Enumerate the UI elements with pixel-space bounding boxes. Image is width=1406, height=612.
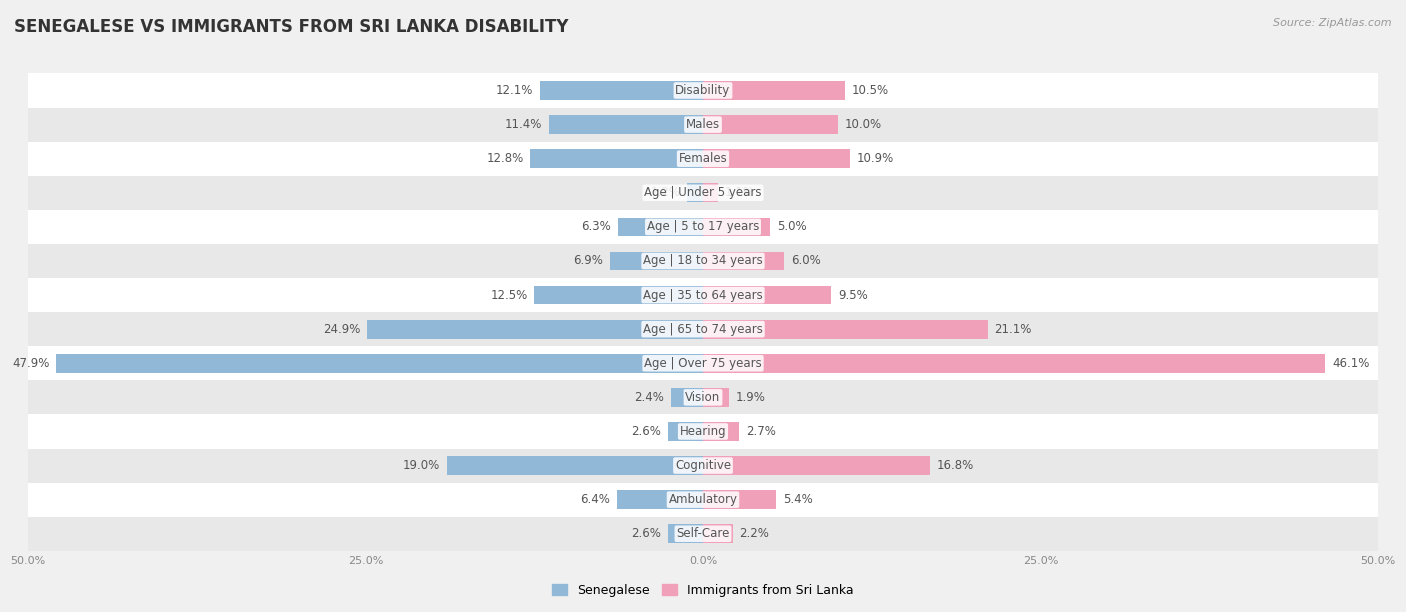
Bar xyxy=(28,73,1378,108)
Text: 9.5%: 9.5% xyxy=(838,289,868,302)
Text: 46.1%: 46.1% xyxy=(1331,357,1369,370)
Bar xyxy=(530,149,703,168)
Bar xyxy=(703,456,929,475)
Bar xyxy=(28,210,1378,244)
Text: Females: Females xyxy=(679,152,727,165)
Text: 10.0%: 10.0% xyxy=(845,118,882,131)
Bar xyxy=(447,456,703,475)
Bar xyxy=(619,217,703,236)
Text: 12.1%: 12.1% xyxy=(495,84,533,97)
Text: 12.5%: 12.5% xyxy=(491,289,527,302)
Text: Age | Over 75 years: Age | Over 75 years xyxy=(644,357,762,370)
Text: 47.9%: 47.9% xyxy=(13,357,49,370)
Text: 2.2%: 2.2% xyxy=(740,528,769,540)
Legend: Senegalese, Immigrants from Sri Lanka: Senegalese, Immigrants from Sri Lanka xyxy=(547,579,859,602)
Bar xyxy=(367,320,703,338)
Bar xyxy=(28,483,1378,517)
Text: Age | 65 to 74 years: Age | 65 to 74 years xyxy=(643,323,763,335)
Bar xyxy=(28,346,1378,380)
Text: 1.2%: 1.2% xyxy=(650,186,681,200)
Text: 5.0%: 5.0% xyxy=(778,220,807,233)
Bar xyxy=(703,320,988,338)
Text: 2.6%: 2.6% xyxy=(631,528,661,540)
Text: Source: ZipAtlas.com: Source: ZipAtlas.com xyxy=(1274,18,1392,28)
Text: 21.1%: 21.1% xyxy=(994,323,1032,335)
Bar xyxy=(703,422,740,441)
Bar xyxy=(703,524,733,543)
Bar xyxy=(28,108,1378,141)
Bar xyxy=(28,517,1378,551)
Bar xyxy=(671,388,703,407)
Bar xyxy=(28,414,1378,449)
Bar xyxy=(28,141,1378,176)
Bar xyxy=(28,244,1378,278)
Bar xyxy=(56,354,703,373)
Bar xyxy=(28,312,1378,346)
Text: 16.8%: 16.8% xyxy=(936,459,974,472)
Text: Males: Males xyxy=(686,118,720,131)
Bar xyxy=(703,81,845,100)
Text: Age | 5 to 17 years: Age | 5 to 17 years xyxy=(647,220,759,233)
Text: Age | 18 to 34 years: Age | 18 to 34 years xyxy=(643,255,763,267)
Text: Cognitive: Cognitive xyxy=(675,459,731,472)
Text: 19.0%: 19.0% xyxy=(402,459,440,472)
Text: 6.4%: 6.4% xyxy=(581,493,610,506)
Bar xyxy=(540,81,703,100)
Text: Hearing: Hearing xyxy=(679,425,727,438)
Text: Age | 35 to 64 years: Age | 35 to 64 years xyxy=(643,289,763,302)
Bar xyxy=(703,388,728,407)
Text: 6.9%: 6.9% xyxy=(574,255,603,267)
Text: 5.4%: 5.4% xyxy=(783,493,813,506)
Bar xyxy=(668,524,703,543)
Text: 24.9%: 24.9% xyxy=(323,323,360,335)
Text: 2.4%: 2.4% xyxy=(634,391,664,404)
Text: Vision: Vision xyxy=(685,391,721,404)
Text: 6.0%: 6.0% xyxy=(790,255,821,267)
Bar xyxy=(703,149,851,168)
Bar xyxy=(703,217,770,236)
Text: 10.9%: 10.9% xyxy=(856,152,894,165)
Bar xyxy=(610,252,703,271)
Text: 11.4%: 11.4% xyxy=(505,118,543,131)
Bar xyxy=(28,380,1378,414)
Text: Age | Under 5 years: Age | Under 5 years xyxy=(644,186,762,200)
Text: Self-Care: Self-Care xyxy=(676,528,730,540)
Bar xyxy=(668,422,703,441)
Bar xyxy=(686,184,703,202)
Text: 1.1%: 1.1% xyxy=(724,186,755,200)
Bar xyxy=(703,354,1326,373)
Text: 10.5%: 10.5% xyxy=(852,84,889,97)
Bar xyxy=(703,115,838,134)
Bar xyxy=(28,278,1378,312)
Bar xyxy=(703,184,718,202)
Text: 1.9%: 1.9% xyxy=(735,391,765,404)
Text: 2.7%: 2.7% xyxy=(747,425,776,438)
Text: Ambulatory: Ambulatory xyxy=(668,493,738,506)
Bar xyxy=(534,286,703,304)
Bar xyxy=(703,252,785,271)
Text: Disability: Disability xyxy=(675,84,731,97)
Text: 12.8%: 12.8% xyxy=(486,152,523,165)
Bar xyxy=(703,490,776,509)
Text: 2.6%: 2.6% xyxy=(631,425,661,438)
Bar xyxy=(28,449,1378,483)
Bar xyxy=(617,490,703,509)
Text: 6.3%: 6.3% xyxy=(582,220,612,233)
Bar xyxy=(550,115,703,134)
Bar xyxy=(703,286,831,304)
Text: SENEGALESE VS IMMIGRANTS FROM SRI LANKA DISABILITY: SENEGALESE VS IMMIGRANTS FROM SRI LANKA … xyxy=(14,18,568,36)
Bar xyxy=(28,176,1378,210)
